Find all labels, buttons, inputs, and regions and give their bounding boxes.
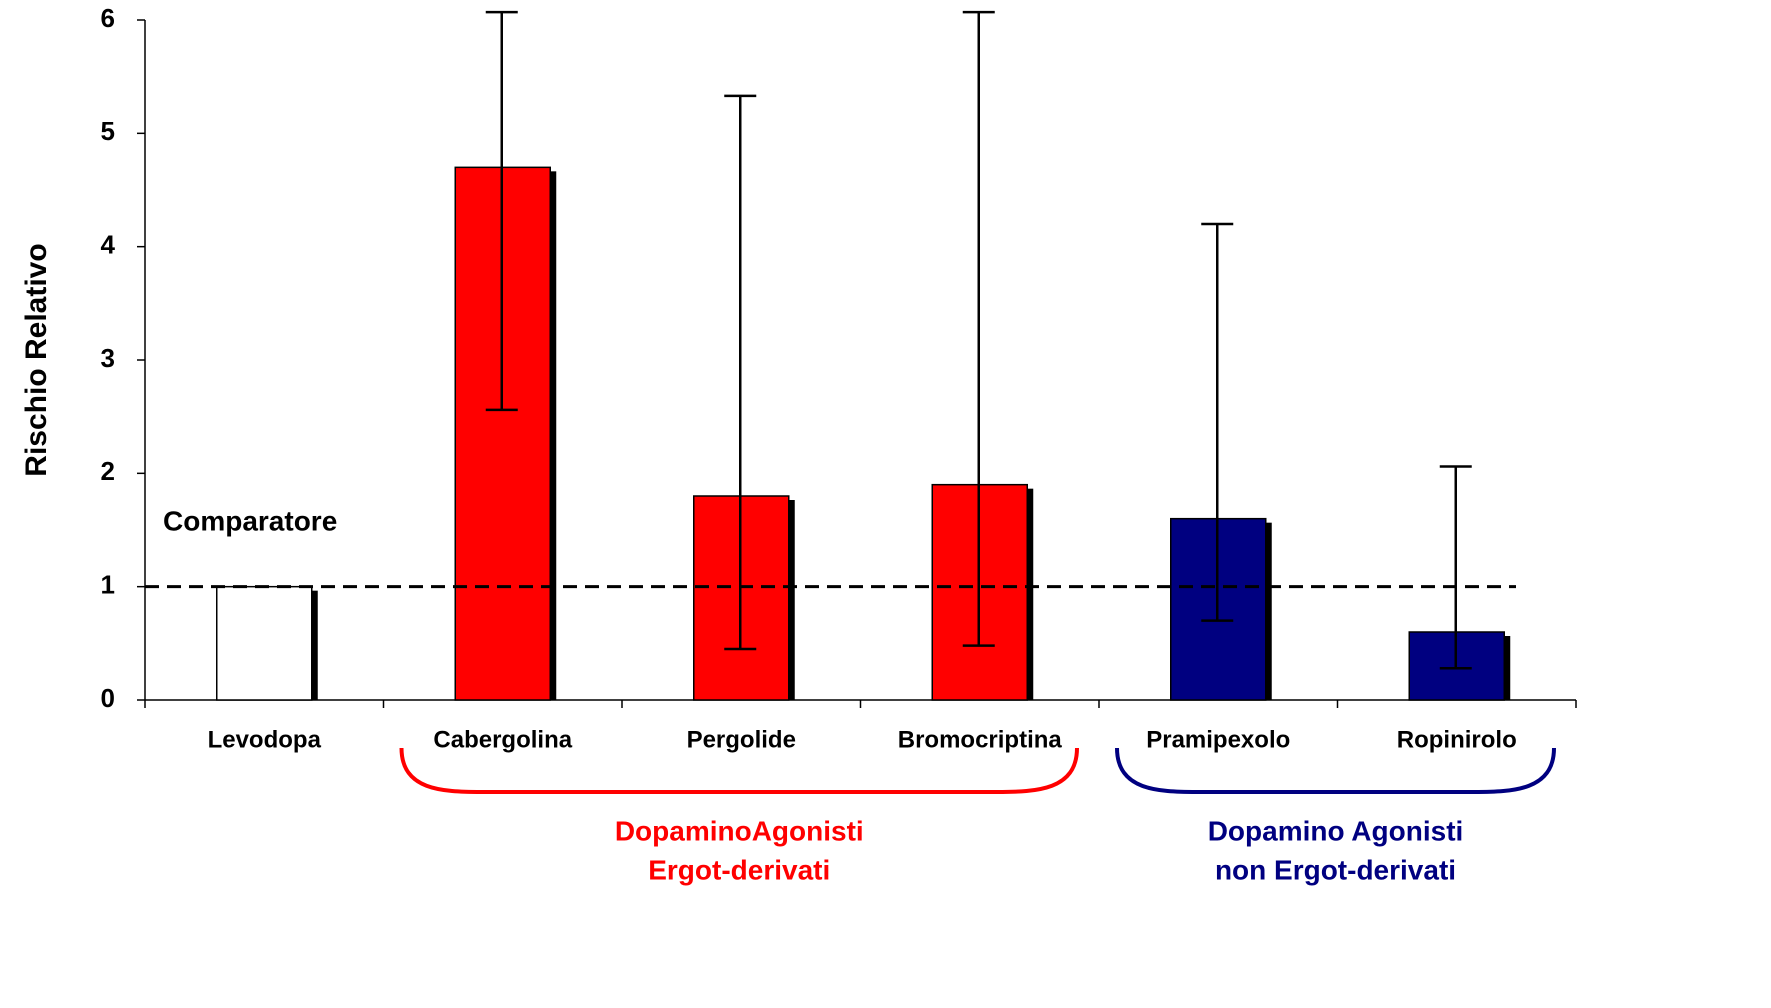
y-axis-label: Rischio Relativo: [20, 243, 53, 476]
reference-label: Comparatore: [163, 505, 337, 536]
y-tick-label: 0: [101, 683, 115, 713]
y-tick-label: 2: [101, 456, 115, 486]
group-label: Dopamino Agonisti: [1208, 815, 1464, 846]
y-tick-label: 4: [101, 230, 116, 260]
group-bracket: [1115, 747, 1556, 794]
x-tick-label: Bromocriptina: [898, 726, 1063, 753]
x-tick-label: Levodopa: [208, 726, 322, 753]
x-tick-label: Cabergolina: [433, 726, 572, 753]
y-tick-label: 5: [101, 116, 115, 146]
x-tick-label: Ropinirolo: [1397, 726, 1517, 753]
bar: [216, 585, 313, 701]
y-tick-label: 1: [101, 570, 115, 600]
y-tick-label: 6: [101, 3, 115, 33]
group-label: Ergot-derivati: [648, 854, 830, 885]
x-tick-label: Pramipexolo: [1146, 726, 1290, 753]
group-bracket: [399, 747, 1079, 794]
y-tick-label: 3: [101, 343, 115, 373]
group-label: DopaminoAgonisti: [615, 815, 864, 846]
group-label: non Ergot-derivati: [1215, 854, 1456, 885]
x-tick-label: Pergolide: [687, 726, 796, 753]
